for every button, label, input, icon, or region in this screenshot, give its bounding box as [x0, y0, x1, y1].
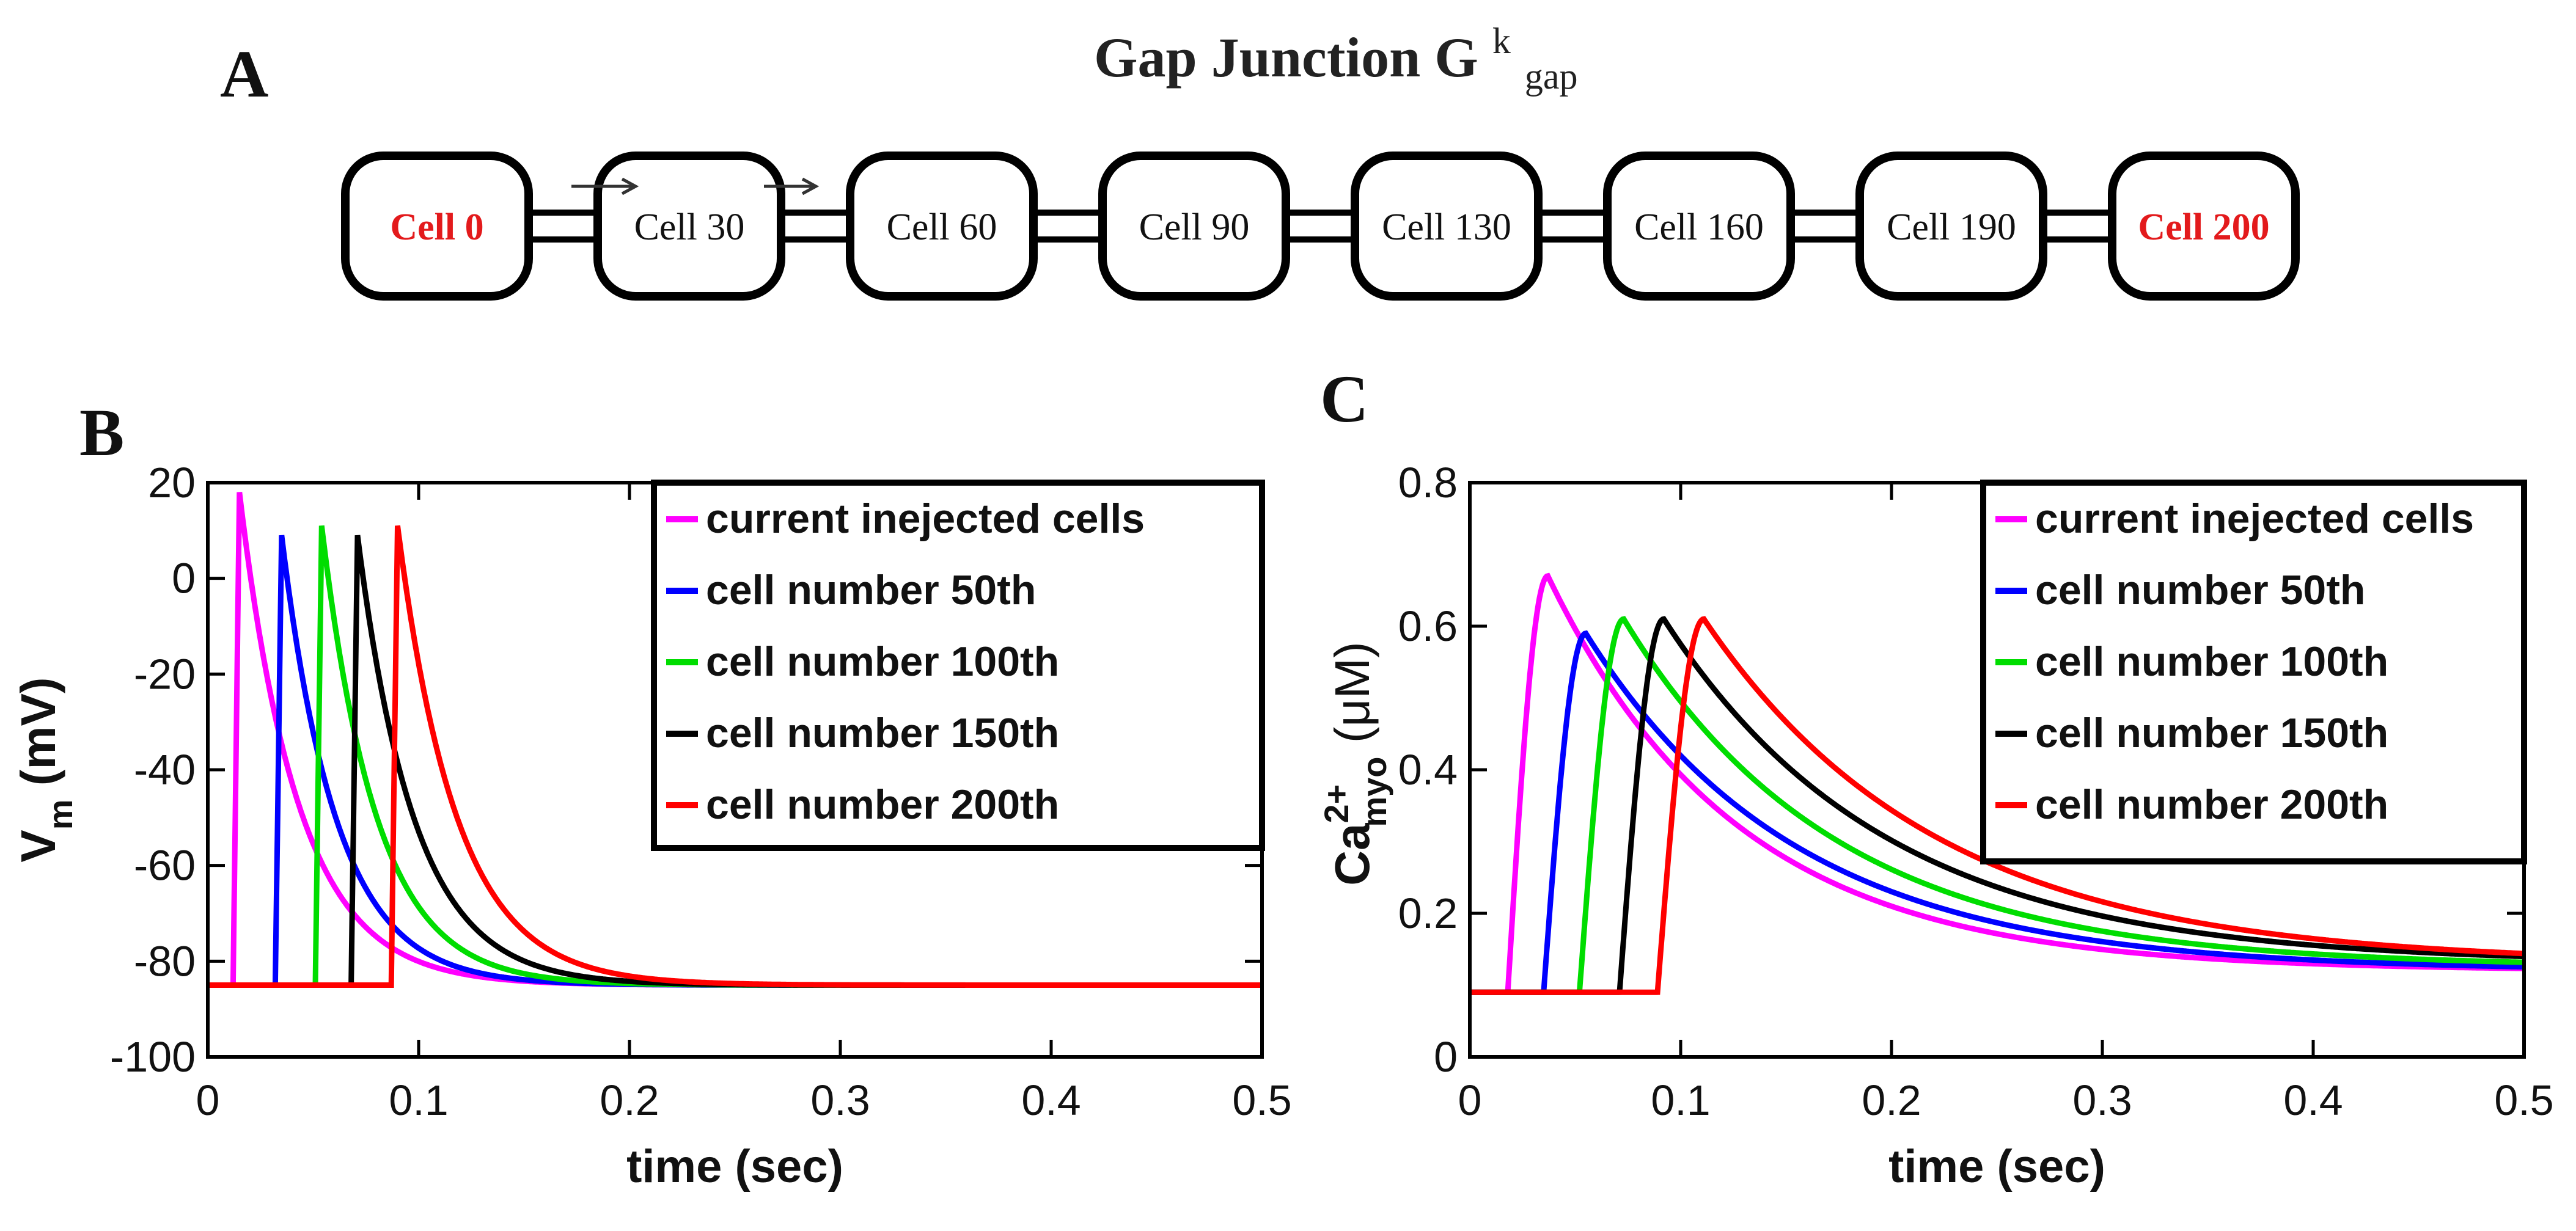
x-tick-label: 0.3	[810, 1076, 870, 1124]
arrow-head	[621, 177, 639, 195]
x-tick-label: 0.5	[1232, 1076, 1291, 1124]
y-tick-label: 0.4	[1398, 746, 1458, 794]
y-axis-label-sub: myo	[1355, 756, 1393, 827]
legend-label: cell number 200th	[2035, 781, 2388, 828]
panel-a-title: Gap Junction G k gap	[1094, 3, 1577, 97]
series-line-4	[1470, 616, 2523, 995]
y-tick-label: 0	[172, 555, 196, 602]
legend-label: cell number 150th	[706, 710, 1059, 756]
y-tick-label: 20	[148, 459, 196, 506]
x-tick-label: 0	[1458, 1076, 1482, 1124]
y-axis-label-sup: 2+	[1317, 784, 1356, 824]
panel-b: B 0 0.1 0.2 0.3 0.4 0.5 -100 -80 -60 -40 -20 0 20 cur…	[11, 395, 1292, 1193]
cell-box	[1351, 152, 1543, 301]
legend-label: cell number 100th	[706, 638, 1059, 685]
x-axis-label: time (sec)	[626, 1141, 843, 1193]
cell-label: Cell 190	[1887, 206, 2016, 248]
chart-b: 0 0.1 0.2 0.3 0.4 0.5 -100 -80 -60 -40 -20 0 20 curre…	[11, 459, 1292, 1193]
cell-box	[1603, 152, 1795, 301]
arrow-head	[801, 177, 820, 195]
cell-label: Cell 60	[887, 206, 997, 248]
series-line-3	[1470, 616, 2523, 995]
legend-label: cell number 150th	[2035, 710, 2388, 756]
cell-box	[1098, 152, 1290, 301]
panel-a: A Gap Junction G k gap Cell 0 Cell 30 Cell…	[220, 3, 2300, 301]
y-axis-label: Ca2+myo (μM)	[1317, 641, 1393, 886]
panel-b-letter: B	[79, 395, 124, 470]
legend-label: cell number 100th	[2035, 638, 2388, 685]
x-axis-label: time (sec)	[1888, 1141, 2105, 1193]
legend-box	[1980, 480, 2527, 864]
series-line-0	[1470, 572, 2523, 995]
x-tick-label: 0.5	[2494, 1076, 2553, 1124]
x-tick-label: 0.4	[2283, 1076, 2343, 1124]
y-tick-label: -60	[134, 842, 196, 889]
cell-label: Cell 130	[1382, 206, 1511, 248]
y-axis-label-tail: (μM)	[1325, 641, 1379, 756]
x-tick-label: 0.2	[1862, 1076, 1921, 1124]
x-tick-label: 0.1	[1651, 1076, 1710, 1124]
cell-chain: Cell 0 Cell 30 Cell 60 Cell 90 Cell 130 Cell …	[341, 152, 2300, 301]
legend-label: current inejected cells	[706, 495, 1145, 542]
x-tick-label: 0.4	[1021, 1076, 1081, 1124]
chart-c: 0 0.1 0.2 0.3 0.4 0.5 0 0.2 0.4 0.6 0.8 current ine…	[1317, 459, 2554, 1193]
cell-box	[341, 152, 533, 301]
cell-box	[846, 152, 1038, 301]
y-tick-label: -40	[134, 746, 196, 794]
panel-c: C 0 0.1 0.2 0.3 0.4 0.5 0 0.2 0.4 0.6 0.8 current i…	[1317, 362, 2554, 1193]
legend-box	[651, 480, 1265, 851]
cell-label: Cell 90	[1139, 206, 1250, 248]
series-line-4	[208, 525, 1261, 988]
cell-box	[593, 152, 785, 301]
y-axis-label-main: V	[11, 830, 65, 862]
panel-a-title-sub: gap	[1525, 56, 1578, 97]
y-tick-label: 0.8	[1398, 459, 1458, 506]
y-tick-label: -100	[110, 1033, 196, 1081]
cell-box	[2108, 152, 2300, 301]
cell-label: Cell 200	[2138, 206, 2269, 248]
panel-a-title-sup: k	[1492, 21, 1511, 61]
x-tick-label: 0.2	[600, 1076, 659, 1124]
legend-label: current inejected cells	[2035, 495, 2474, 542]
series-line-2	[1470, 616, 2523, 995]
y-tick-label: -20	[134, 650, 196, 698]
y-axis-label-sub: m	[41, 799, 79, 830]
cell-label: Cell 160	[1634, 206, 1764, 248]
legend-label: cell number 50th	[706, 567, 1036, 613]
y-axis-label: Vm (mV)	[11, 677, 79, 862]
y-axis-label-main: Ca	[1325, 823, 1379, 886]
cell-box	[1855, 152, 2047, 301]
legend-label: cell number 200th	[706, 781, 1059, 828]
cell-label: Cell 0	[390, 206, 483, 248]
y-tick-label: -80	[134, 937, 196, 985]
panel-a-title-main: Gap Junction G	[1094, 26, 1478, 89]
panel-c-letter: C	[1320, 362, 1368, 436]
x-tick-label: 0.3	[2072, 1076, 2132, 1124]
legend-label: cell number 50th	[2035, 567, 2365, 613]
panel-a-letter: A	[220, 37, 268, 111]
y-tick-label: 0.2	[1398, 889, 1458, 937]
x-tick-label: 0.1	[389, 1076, 448, 1124]
y-axis-label-tail: (mV)	[11, 677, 65, 799]
cell-label: Cell 30	[634, 206, 745, 248]
x-tick-label: 0	[196, 1076, 220, 1124]
y-tick-label: 0	[1434, 1033, 1458, 1081]
y-tick-label: 0.6	[1398, 602, 1458, 650]
